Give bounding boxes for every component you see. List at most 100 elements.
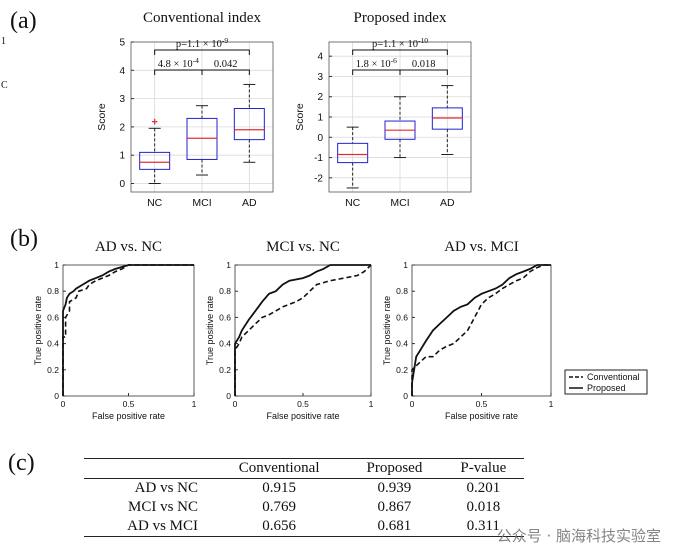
y-tick-label: 2 bbox=[317, 92, 323, 103]
outlier-marker: + bbox=[151, 117, 157, 129]
significance-bracket bbox=[352, 49, 448, 55]
y-tick-label: 0 bbox=[226, 391, 231, 401]
y-tick-label: 5 bbox=[119, 38, 125, 49]
roc-curve-proposed bbox=[234, 264, 371, 396]
x-tick-label: 0.5 bbox=[297, 399, 309, 409]
table-row: AD vs NC 0.915 0.939 0.201 bbox=[84, 479, 524, 499]
legend: Conventional Proposed bbox=[564, 369, 648, 395]
table-row: AD vs MCI 0.656 0.681 0.311 bbox=[84, 517, 524, 537]
x-tick-label: 0.5 bbox=[476, 399, 488, 409]
significance-bracket bbox=[399, 69, 448, 75]
y-tick-label: 4 bbox=[317, 52, 323, 63]
y-tick-label: 1 bbox=[119, 151, 125, 162]
table-cell: 0.201 bbox=[466, 480, 501, 496]
y-axis-label: True positive rate bbox=[205, 296, 215, 365]
y-tick-label: 0 bbox=[119, 179, 125, 190]
table-cell: 0.018 bbox=[466, 499, 501, 515]
y-tick-label: 0.4 bbox=[47, 339, 59, 349]
x-tick-label: MCI bbox=[192, 197, 211, 209]
y-axis-label: True positive rate bbox=[33, 296, 43, 365]
plot-frame bbox=[234, 264, 372, 397]
y-tick-label: 0.2 bbox=[219, 365, 231, 375]
panel-label-c: (c) bbox=[8, 450, 35, 476]
y-tick-label: 0.8 bbox=[219, 286, 231, 296]
y-tick-label: 0 bbox=[403, 391, 408, 401]
x-tick-label: 0 bbox=[233, 399, 238, 409]
roc-curve-conventional bbox=[411, 264, 551, 396]
x-tick-label: 1 bbox=[549, 399, 554, 409]
y-tick-label: 4 bbox=[119, 66, 125, 77]
significance-bracket bbox=[154, 69, 203, 75]
y-tick-label: 1 bbox=[317, 113, 323, 124]
x-tick-label: AD bbox=[440, 197, 455, 209]
legend-box bbox=[564, 369, 648, 395]
table-cell: 0.769 bbox=[262, 499, 296, 515]
y-tick-label: 3 bbox=[119, 94, 125, 105]
table-cell: 0.867 bbox=[377, 499, 412, 515]
x-tick-label: 0 bbox=[410, 399, 415, 409]
significance-bracket bbox=[201, 69, 250, 75]
legend-proposed-label: Proposed bbox=[587, 383, 626, 393]
significance-label: p=1.1 × 10-9 bbox=[176, 36, 228, 50]
y-tick-label: 0.8 bbox=[396, 286, 408, 296]
y-axis-label: Score bbox=[96, 103, 108, 131]
significance-label: p=1.1 × 10-10 bbox=[372, 36, 428, 50]
y-axis-label: Score bbox=[294, 103, 306, 131]
box-MCI bbox=[186, 117, 218, 160]
table-cell: MCI vs NC bbox=[127, 499, 198, 515]
significance-label: 4.8 × 10-4 bbox=[158, 56, 199, 70]
roc-plot-0: 0 0.2 0.4 0.6 0.8 1 0 0.5 1 False positive rate Tr… bbox=[33, 239, 197, 421]
box-NC bbox=[337, 142, 369, 164]
panel-label-b: (b) bbox=[10, 226, 38, 252]
x-axis-label: False positive rate bbox=[445, 411, 518, 421]
x-tick-label: MCI bbox=[390, 197, 409, 209]
chart-title: MCI vs. NC bbox=[266, 239, 340, 255]
box-AD bbox=[233, 108, 265, 141]
table-cell: 0.311 bbox=[466, 518, 500, 534]
charts-layer: 0 1 2 3 4 5 NC MCI AD Score Conventional index + p=1… bbox=[33, 10, 554, 421]
table-cell: AD vs NC bbox=[134, 480, 198, 496]
significance-label: 0.042 bbox=[214, 59, 238, 70]
y-tick-label: 0.6 bbox=[47, 312, 59, 322]
watermark: 公众号 · 脑海科技实验室 bbox=[496, 527, 661, 545]
roc-plot-2: 0 0.2 0.4 0.6 0.8 1 0 0.5 1 False positive rate Tr… bbox=[382, 239, 554, 421]
table-cell: 0.656 bbox=[262, 518, 296, 534]
x-tick-label: NC bbox=[345, 197, 361, 209]
plot-frame bbox=[130, 41, 274, 193]
table-cell: 0.681 bbox=[377, 518, 412, 534]
panel-label-a: (a) bbox=[10, 8, 37, 34]
y-tick-label: -2 bbox=[314, 173, 323, 184]
table-header-cell bbox=[84, 458, 212, 479]
side-mark-1: 1 bbox=[1, 36, 6, 47]
table-cell: 0.939 bbox=[377, 480, 412, 496]
chart-title: Proposed index bbox=[354, 10, 447, 26]
x-axis-label: False positive rate bbox=[266, 411, 339, 421]
boxplot-0: 0 1 2 3 4 5 NC MCI AD Score Conventional index + p=1… bbox=[96, 10, 274, 209]
boxplot-1: -2 -1 0 1 2 3 4 NC MCI AD Score Proposed index p=1.1… bbox=[294, 10, 472, 209]
table-cell: AD vs MCI bbox=[127, 518, 198, 534]
y-tick-label: 0 bbox=[317, 133, 323, 144]
y-tick-label: 0.6 bbox=[219, 312, 231, 322]
y-tick-label: 0.4 bbox=[396, 339, 408, 349]
y-tick-label: 2 bbox=[119, 122, 125, 133]
roc-plot-1: 0 0.2 0.4 0.6 0.8 1 0 0.5 1 False positive rate Tr… bbox=[205, 239, 374, 421]
table-header-cell: Proposed bbox=[346, 458, 443, 479]
results-table: Conventional Proposed P-value AD vs NC 0… bbox=[84, 458, 524, 537]
y-tick-label: 0.2 bbox=[396, 365, 408, 375]
significance-label: 1.8 × 10-6 bbox=[356, 56, 397, 70]
x-tick-label: 0 bbox=[61, 399, 66, 409]
y-tick-label: 3 bbox=[317, 72, 323, 83]
roc-curve-conventional bbox=[234, 264, 372, 396]
y-tick-label: 0.6 bbox=[396, 312, 408, 322]
y-tick-label: 0.8 bbox=[47, 286, 59, 296]
y-tick-label: 1 bbox=[226, 260, 231, 270]
y-tick-label: 1 bbox=[403, 260, 408, 270]
table-header-cell: Conventional bbox=[212, 458, 347, 479]
x-tick-label: 1 bbox=[369, 399, 374, 409]
side-mark-2: C bbox=[1, 80, 8, 91]
significance-label: 0.018 bbox=[412, 59, 436, 70]
chart-title: AD vs. MCI bbox=[444, 239, 519, 255]
x-tick-label: NC bbox=[147, 197, 163, 209]
roc-curve-proposed bbox=[62, 264, 194, 396]
